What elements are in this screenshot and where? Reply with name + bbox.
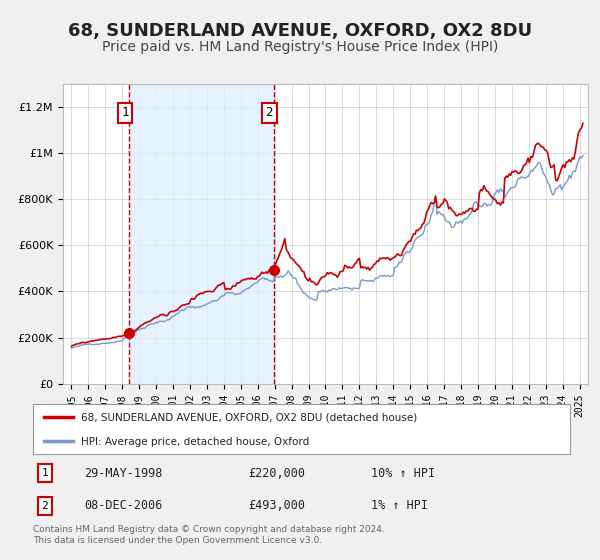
Text: 1% ↑ HPI: 1% ↑ HPI (371, 499, 428, 512)
Text: HPI: Average price, detached house, Oxford: HPI: Average price, detached house, Oxfo… (82, 437, 310, 447)
Text: 08-DEC-2006: 08-DEC-2006 (84, 499, 163, 512)
Bar (129, 84, 274, 384)
Text: 2: 2 (41, 501, 48, 511)
Text: 68, SUNDERLAND AVENUE, OXFORD, OX2 8DU: 68, SUNDERLAND AVENUE, OXFORD, OX2 8DU (68, 22, 532, 40)
Text: £220,000: £220,000 (248, 466, 305, 479)
Text: 10% ↑ HPI: 10% ↑ HPI (371, 466, 436, 479)
Text: Contains HM Land Registry data © Crown copyright and database right 2024.
This d: Contains HM Land Registry data © Crown c… (33, 525, 385, 545)
Text: £493,000: £493,000 (248, 499, 305, 512)
Text: 2: 2 (266, 106, 273, 119)
Text: Price paid vs. HM Land Registry's House Price Index (HPI): Price paid vs. HM Land Registry's House … (102, 40, 498, 54)
Text: 68, SUNDERLAND AVENUE, OXFORD, OX2 8DU (detached house): 68, SUNDERLAND AVENUE, OXFORD, OX2 8DU (… (82, 412, 418, 422)
Text: 29-MAY-1998: 29-MAY-1998 (84, 466, 163, 479)
Text: 1: 1 (41, 468, 48, 478)
Text: 1: 1 (121, 106, 129, 119)
